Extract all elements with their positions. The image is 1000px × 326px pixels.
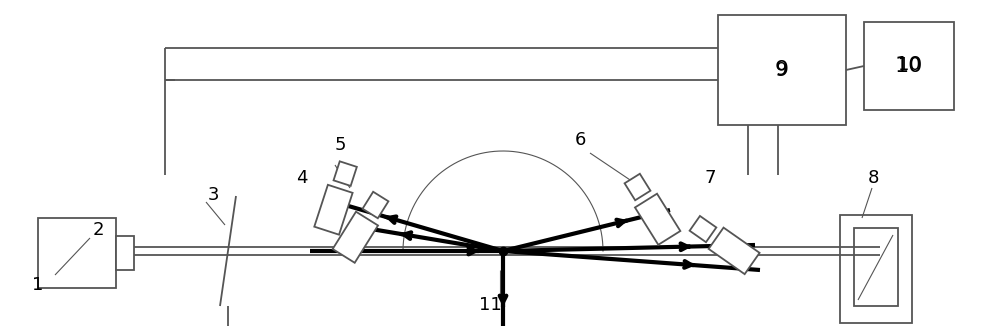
Polygon shape: [333, 212, 378, 263]
Bar: [116, 236, 134, 270]
Polygon shape: [363, 192, 388, 218]
Text: 1: 1: [32, 276, 44, 294]
Text: 5: 5: [334, 136, 346, 154]
Polygon shape: [314, 185, 353, 235]
Polygon shape: [625, 174, 650, 200]
Polygon shape: [690, 216, 716, 242]
Text: 7: 7: [704, 169, 716, 187]
Text: 4: 4: [296, 169, 308, 187]
Polygon shape: [334, 161, 357, 186]
Text: 2: 2: [92, 221, 104, 239]
Bar: [718, 15, 846, 125]
Text: 9: 9: [775, 60, 789, 80]
Text: 3: 3: [207, 186, 219, 204]
Text: 6: 6: [574, 131, 586, 149]
Bar: [854, 228, 898, 306]
Bar: [38, 218, 116, 288]
Bar: [840, 215, 912, 323]
Text: 10: 10: [895, 56, 923, 76]
Polygon shape: [635, 194, 680, 245]
Text: 10: 10: [898, 56, 920, 74]
Polygon shape: [709, 228, 760, 274]
Text: 9: 9: [776, 61, 788, 79]
Text: 8: 8: [867, 169, 879, 187]
Text: 11: 11: [479, 296, 501, 314]
Bar: [864, 22, 954, 110]
